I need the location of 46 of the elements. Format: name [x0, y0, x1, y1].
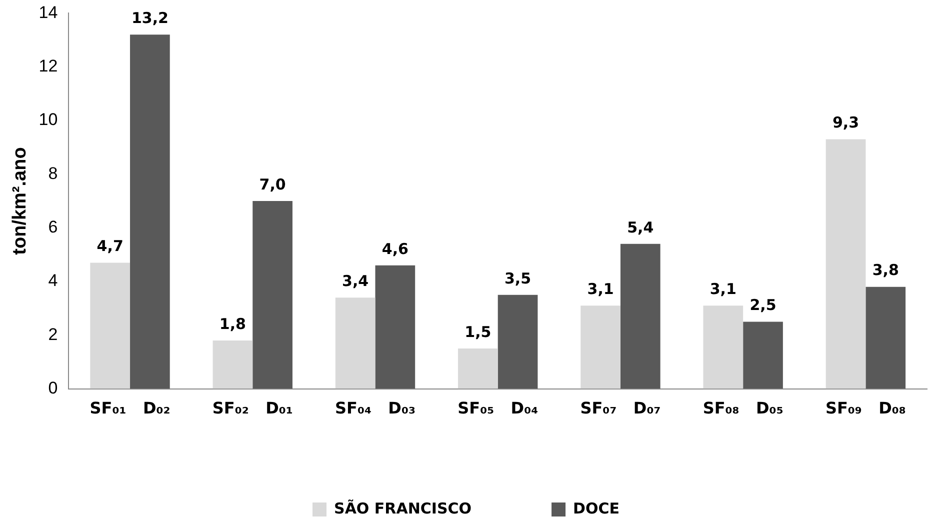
y-tick-label: 10	[38, 110, 58, 130]
y-tick-label: 2	[48, 324, 58, 344]
bar	[130, 34, 170, 389]
bar	[743, 322, 783, 389]
legend-label: DOCE	[573, 499, 620, 518]
y-tick-label: 4	[48, 271, 58, 290]
bar	[866, 286, 906, 389]
data-label: 13,2	[131, 9, 168, 28]
bar	[826, 139, 866, 389]
y-tick-label: 0	[48, 378, 58, 398]
data-label: 2,5	[750, 296, 776, 314]
bar	[498, 294, 538, 389]
x-tick-label: SF₀₂ D₀₁	[212, 398, 293, 418]
x-tick-label: SF₀₈ D₀₅	[702, 398, 784, 418]
legend-label: SÃO FRANCISCO	[334, 499, 472, 518]
bar	[335, 298, 376, 389]
x-tick-label: SF₀₁ D₀₂	[90, 398, 170, 418]
data-label: 3,4	[342, 272, 369, 290]
data-label: 4,6	[382, 240, 408, 258]
bar	[580, 306, 620, 389]
data-label: 3,1	[587, 280, 614, 298]
bar	[620, 244, 660, 389]
x-tick-label: SF₀₉ D₀₈	[825, 398, 906, 418]
data-label: 3,1	[710, 280, 736, 298]
data-label: 7,0	[259, 175, 286, 194]
bar	[252, 201, 292, 389]
bar	[375, 265, 416, 389]
data-label: 1,5	[464, 322, 492, 341]
data-label: 1,8	[219, 314, 246, 333]
bar	[90, 262, 130, 389]
x-tick-label: SF₀₅ D₀₄	[458, 398, 538, 418]
x-tick-label: SF₀₇ D₀₇	[580, 398, 661, 418]
data-label: 3,8	[872, 261, 899, 280]
bar	[458, 348, 498, 389]
data-label: 3,5	[504, 269, 532, 288]
bar	[703, 306, 744, 389]
bar	[212, 340, 253, 389]
x-tick-label: SF₀₄ D₀₃	[335, 398, 416, 418]
y-tick-label: 6	[48, 218, 58, 237]
y-tick-label: 8	[48, 164, 58, 183]
data-label: 9,3	[832, 114, 860, 132]
data-label: 4,7	[96, 237, 124, 256]
y-tick-label: 12	[38, 56, 58, 76]
data-label: 5,4	[627, 218, 654, 236]
y-axis-title: ton/km².ano	[10, 147, 31, 255]
y-tick-label: 14	[38, 2, 58, 22]
